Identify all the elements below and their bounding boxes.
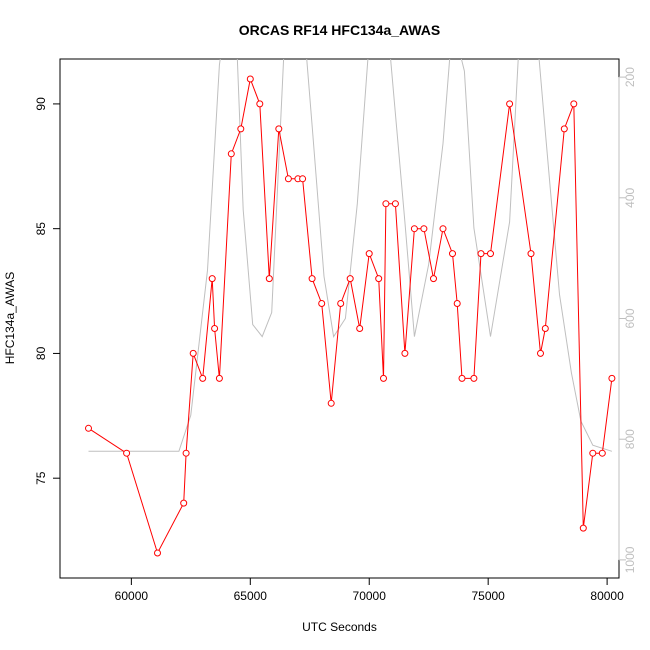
data-point — [598, 449, 606, 457]
data-point — [275, 125, 283, 133]
data-point — [541, 325, 549, 332]
data-point — [337, 300, 345, 307]
x-tick-label: 65000 — [234, 589, 268, 603]
data-point — [453, 300, 461, 307]
data-point — [589, 449, 597, 457]
data-point — [180, 499, 188, 507]
x-axis: 60000 65000 70000 75000 80000 — [115, 577, 624, 603]
secondary-series-layer — [88, 59, 613, 452]
data-point — [380, 374, 387, 382]
data-point — [365, 250, 373, 258]
data-point — [477, 250, 485, 258]
x-tick-label: 60000 — [115, 589, 149, 603]
data-point — [579, 524, 587, 532]
data-point — [123, 449, 131, 457]
x-tick-label: 80000 — [590, 589, 624, 603]
data-point — [391, 200, 399, 208]
data-point — [439, 225, 447, 233]
y-axis-right: 200 400 600 800 1000 — [618, 67, 637, 573]
data-point — [420, 225, 428, 233]
y2-tick-label: 400 — [623, 187, 637, 207]
data-point — [356, 325, 364, 332]
y2-tick-label: 800 — [623, 429, 637, 449]
secondary-series-line — [88, 59, 613, 452]
data-point — [85, 424, 92, 432]
y-axis-left: 75 80 85 90 — [34, 97, 61, 485]
data-point — [284, 175, 292, 183]
data-point — [227, 150, 235, 158]
data-point — [346, 275, 354, 283]
data-point — [154, 549, 161, 557]
data-point — [308, 275, 316, 283]
y2-tick-label: 200 — [623, 67, 637, 87]
y-tick-label: 85 — [34, 222, 48, 236]
y-tick-label: 90 — [34, 97, 48, 111]
data-point — [256, 100, 264, 108]
data-point — [401, 349, 409, 357]
y-tick-label: 75 — [34, 471, 48, 485]
data-point — [410, 225, 418, 233]
data-point — [199, 374, 207, 382]
data-point — [265, 275, 273, 283]
data-point — [382, 200, 390, 208]
primary-series-layer — [85, 75, 616, 557]
data-point — [327, 399, 335, 407]
data-point — [318, 300, 326, 307]
data-point — [215, 374, 223, 382]
y-axis-label: HFC134a_AWAS — [3, 272, 17, 364]
data-point — [527, 250, 535, 258]
y2-tick-label: 1000 — [623, 546, 637, 573]
data-point — [299, 175, 307, 183]
data-point — [506, 100, 514, 108]
x-tick-label: 75000 — [471, 589, 505, 603]
data-point — [430, 275, 437, 283]
y-tick-label: 80 — [34, 346, 48, 360]
data-point — [237, 125, 245, 133]
y2-tick-label: 600 — [623, 308, 637, 328]
x-axis-label: UTC Seconds — [302, 620, 377, 634]
chart-title: ORCAS RF14 HFC134a_AWAS — [239, 22, 441, 38]
data-point — [608, 374, 616, 382]
data-point — [537, 349, 544, 357]
data-point — [189, 349, 197, 357]
data-point — [570, 100, 578, 108]
x-tick-label: 70000 — [353, 589, 387, 603]
data-point — [560, 125, 568, 133]
data-point — [458, 374, 466, 382]
data-point — [487, 250, 494, 258]
data-point — [246, 75, 254, 83]
primary-series-line — [88, 77, 613, 555]
data-point — [182, 449, 190, 457]
data-point — [449, 250, 456, 258]
data-point — [211, 325, 219, 332]
data-point — [375, 275, 383, 283]
data-point — [208, 275, 216, 283]
data-point — [470, 374, 478, 382]
